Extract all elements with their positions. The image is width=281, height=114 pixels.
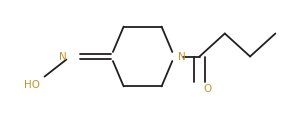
Text: N: N: [178, 52, 186, 62]
Text: HO: HO: [24, 79, 40, 89]
Text: N: N: [58, 52, 66, 62]
Text: O: O: [203, 83, 212, 93]
